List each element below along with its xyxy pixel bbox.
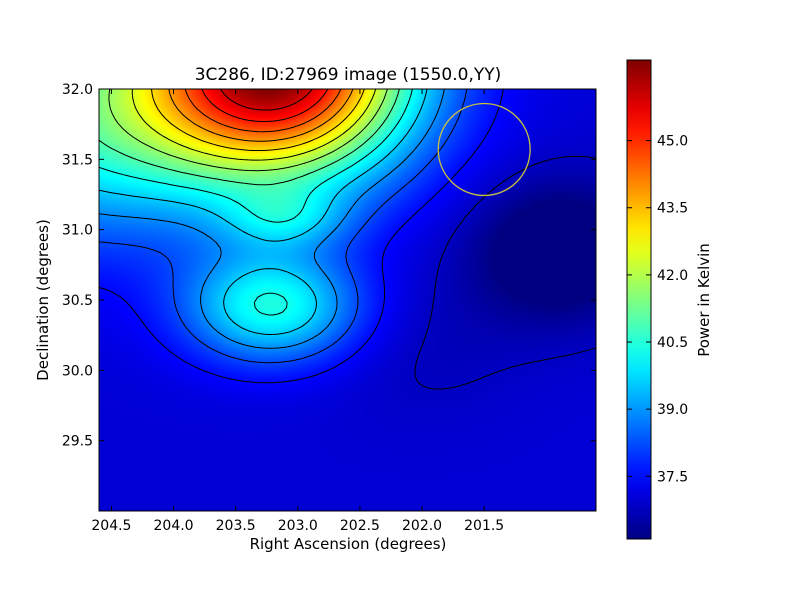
colorbar-label: Power in Kelvin [695,243,713,357]
contour-level-5 [99,89,413,316]
x-tick-label: 204.5 [91,518,131,534]
contour-level-11 [184,89,342,133]
contour-level-1 [99,89,504,384]
contour-level-6 [99,89,400,186]
contour-level-8 [131,89,377,161]
heatmap-image [99,89,596,511]
x-axis: 204.5 204.0 203.5 203.0 202.5 202.0 201.5 [91,89,504,534]
colorbar-tick-label: 43.5 [657,201,688,217]
x-axis-label: Right Ascension (degrees) [250,535,447,553]
contour-lines [99,89,596,390]
contour-level-13 [219,89,313,111]
contour-level-12 [201,89,329,122]
colorbar-gradient [626,59,652,540]
y-tick-label: 30.0 [62,363,93,379]
x-tick-label: 201.5 [464,518,504,534]
x-tick-label: 203.5 [216,518,256,534]
y-axis: 29.5 30.0 30.5 31.0 31.5 32.0 [62,82,596,450]
y-tick-label: 31.0 [62,223,93,239]
y-tick-label: 31.5 [62,152,93,168]
colorbar-tick-label: 40.5 [657,335,688,351]
colorbar: 37.5 39.0 40.5 42.0 43.5 45.0 Power in Kelvin [626,59,713,540]
contour-level-0 [414,155,596,390]
colorbar-tick-label: 45.0 [657,134,688,150]
colorbar-tick-label: 42.0 [657,268,688,284]
x-tick-label: 202.0 [402,518,442,534]
contour-level-7 [108,89,388,172]
colorbar-ticks: 37.5 39.0 40.5 42.0 43.5 45.0 [627,134,688,485]
contour-level-9 [151,89,365,151]
colorbar-tick-label: 39.0 [657,402,688,418]
contour-level-2 [99,89,468,364]
y-axis-label: Declination (degrees) [34,219,52,381]
x-tick-label: 203.0 [278,518,318,534]
contour-level-3 [99,89,445,349]
y-tick-label: 29.5 [62,434,93,450]
plot-area [98,88,597,512]
y-tick-label: 30.5 [62,293,93,309]
beam-circle [437,102,531,197]
contour-level-10 [168,89,354,142]
x-tick-label: 204.0 [154,518,194,534]
y-tick-label: 32.0 [62,82,93,98]
chart-title: 3C286, ID:27969 image (1550.0,YY) [195,65,502,85]
colorbar-tick-label: 37.5 [657,469,688,485]
x-tick-label: 202.5 [340,518,380,534]
contour-level-4 [99,89,428,335]
